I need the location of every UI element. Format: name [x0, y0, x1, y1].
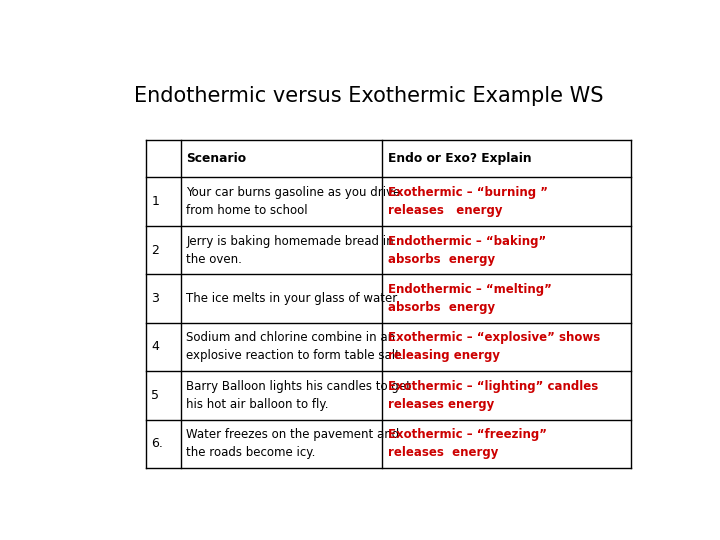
- Text: The ice melts in your glass of water.: The ice melts in your glass of water.: [186, 292, 400, 305]
- Text: Endothermic – “melting”
absorbs  energy: Endothermic – “melting” absorbs energy: [388, 283, 552, 314]
- Text: Exothermic – “explosive” shows
releasing energy: Exothermic – “explosive” shows releasing…: [388, 332, 600, 362]
- Text: 2: 2: [151, 244, 159, 256]
- Text: Barry Balloon lights his candles to get
his hot air balloon to fly.: Barry Balloon lights his candles to get …: [186, 380, 411, 411]
- Text: 6.: 6.: [151, 437, 163, 450]
- Text: Endothermic – “baking”
absorbs  energy: Endothermic – “baking” absorbs energy: [388, 234, 546, 266]
- Text: Endothermic versus Exothermic Example WS: Endothermic versus Exothermic Example WS: [134, 85, 604, 106]
- Text: Jerry is baking homemade bread in
the oven.: Jerry is baking homemade bread in the ov…: [186, 234, 394, 266]
- Text: 4: 4: [151, 341, 159, 354]
- Text: Scenario: Scenario: [186, 152, 246, 165]
- Text: 1: 1: [151, 195, 159, 208]
- Text: Exothermic – “burning ”
releases   energy: Exothermic – “burning ” releases energy: [388, 186, 548, 217]
- Text: Exothermic – “lighting” candles
releases energy: Exothermic – “lighting” candles releases…: [388, 380, 598, 411]
- Text: Your car burns gasoline as you drive
from home to school: Your car burns gasoline as you drive fro…: [186, 186, 401, 217]
- Text: Water freezes on the pavement and
the roads become icy.: Water freezes on the pavement and the ro…: [186, 428, 400, 460]
- Text: 3: 3: [151, 292, 159, 305]
- Text: Endo or Exo? Explain: Endo or Exo? Explain: [388, 152, 531, 165]
- Text: Sodium and chlorine combine in an
explosive reaction to form table salt.: Sodium and chlorine combine in an explos…: [186, 332, 404, 362]
- Text: 5: 5: [151, 389, 159, 402]
- Text: Exothermic – “freezing”
releases  energy: Exothermic – “freezing” releases energy: [388, 428, 546, 460]
